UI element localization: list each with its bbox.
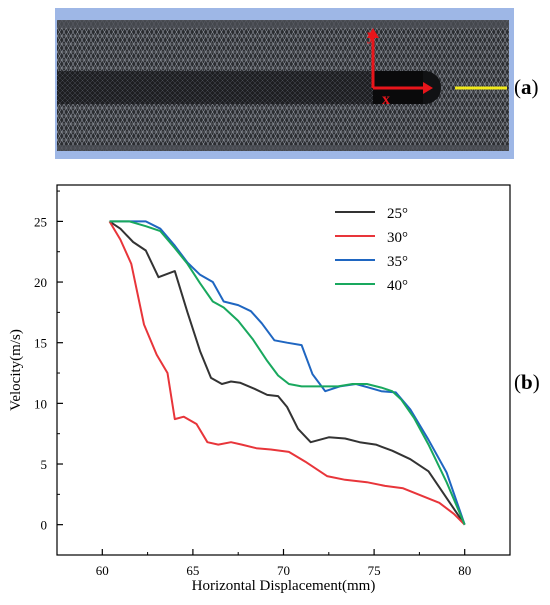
chart-svg: 60 65 70 75 80 0 5 10 15 20 25 25° 30° 35° 40° Horizo… bbox=[8, 184, 511, 594]
y-tick-label: 5 bbox=[41, 457, 48, 472]
x-axis-label: Horizontal Displacement(mm) bbox=[192, 578, 376, 594]
panel-a-label: (a) bbox=[514, 75, 539, 100]
y-tick-label: 25 bbox=[34, 214, 47, 229]
panel-a-letter: a bbox=[521, 75, 532, 99]
velocity-chart: 60 65 70 75 80 0 5 10 15 20 25 25° 30° 35° 40° Horizo… bbox=[0, 170, 520, 600]
x-tick-label: 75 bbox=[368, 563, 381, 578]
chart-series bbox=[108, 220, 466, 526]
nozzle-body bbox=[57, 71, 375, 104]
mesh-y-label: y bbox=[367, 27, 375, 44]
x-tick-label: 60 bbox=[96, 563, 109, 578]
panel-a-open: ( bbox=[514, 75, 521, 99]
legend-label: 40° bbox=[387, 278, 408, 294]
y-axis-label: Velocity(m/s) bbox=[8, 329, 24, 411]
panel-b-letter: b bbox=[521, 370, 533, 394]
series-line-2 bbox=[108, 220, 466, 526]
legend-label: 25° bbox=[387, 206, 408, 222]
legend-label: 35° bbox=[387, 254, 408, 270]
x-tick-label: 70 bbox=[277, 563, 290, 578]
chart-ticks: 60 65 70 75 80 0 5 10 15 20 25 bbox=[34, 190, 511, 578]
panel-b-label: (b) bbox=[514, 370, 540, 395]
y-tick-label: 15 bbox=[34, 336, 47, 351]
panel-a-close: ) bbox=[531, 75, 539, 99]
series-line-4 bbox=[109, 220, 466, 526]
x-tick-label: 80 bbox=[458, 563, 471, 578]
legend-label: 30° bbox=[387, 230, 408, 246]
x-tick-label: 65 bbox=[186, 563, 199, 578]
y-arrow-head-icon bbox=[367, 28, 379, 38]
mesh-x-label: x bbox=[382, 91, 390, 108]
panel-b-open: ( bbox=[514, 370, 521, 394]
y-tick-label: 0 bbox=[41, 518, 48, 533]
plot-frame bbox=[56, 184, 511, 556]
x-arrow-head-icon bbox=[423, 82, 433, 94]
mesh-svg: y x bbox=[55, 8, 514, 159]
y-tick-label: 10 bbox=[34, 396, 47, 411]
series-line-3 bbox=[109, 220, 466, 526]
mesh-figure: y x bbox=[55, 8, 514, 159]
series-line-1 bbox=[108, 220, 466, 526]
chart-axes bbox=[56, 184, 511, 556]
mesh-bottom-band bbox=[57, 145, 509, 151]
panel-b-close: ) bbox=[532, 370, 540, 394]
mesh-top-band bbox=[57, 20, 509, 28]
y-tick-label: 20 bbox=[34, 275, 47, 290]
chart-legend: 25° 30° 35° 40° bbox=[335, 206, 408, 294]
